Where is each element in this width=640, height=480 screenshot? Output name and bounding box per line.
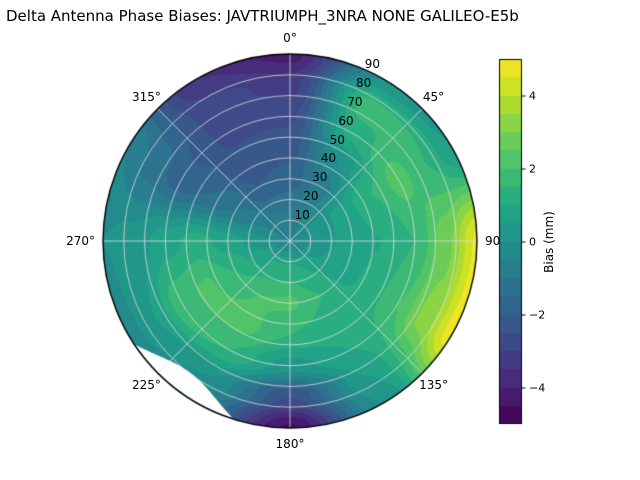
- chart-title: Delta Antenna Phase Biases: JAVTRIUMPH_3…: [6, 7, 519, 25]
